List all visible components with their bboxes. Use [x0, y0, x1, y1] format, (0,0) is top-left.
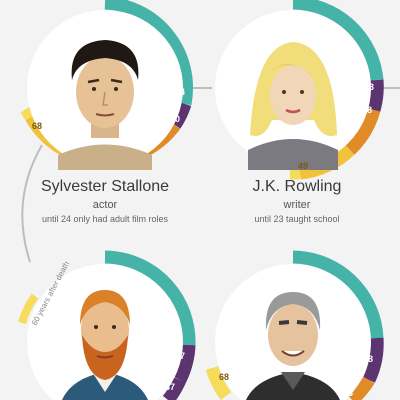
timeline-arc-purple [363, 337, 384, 383]
age-label: 37 [165, 382, 175, 392]
age-label: 68 [219, 372, 229, 382]
person-card-fourth: 28 36 68 [205, 250, 384, 400]
timeline-arc-purple [367, 79, 384, 112]
person-card-rowling: 23 28 49 [215, 0, 384, 180]
person-name: Sylvester Stallone [40, 178, 170, 195]
caption-stallone: Sylvester Stallone actor until 24 only h… [5, 178, 205, 225]
age-label: 68 [32, 121, 42, 131]
caption-rowling: J.K. Rowling writer until 23 taught scho… [197, 178, 397, 225]
person-name: J.K. Rowling [252, 178, 342, 195]
portrait-van-gogh [62, 290, 148, 400]
age-label: 28 [362, 105, 372, 115]
age-label: 49 [298, 161, 308, 171]
age-label: 24 [175, 87, 185, 97]
person-card-stallone: 24 30 68 [20, 0, 194, 170]
person-role: actor [92, 199, 118, 211]
age-label: 23 [364, 82, 374, 92]
person-role: writer [283, 199, 311, 211]
timeline-arc-yellow [18, 293, 39, 325]
age-label: 27 [175, 351, 185, 361]
timeline-arc-orange [345, 108, 381, 155]
age-label: 36 [343, 388, 353, 398]
age-label: 28 [363, 354, 373, 364]
timeline-arc-yellow [205, 366, 232, 400]
timeline-arc-start [20, 105, 37, 121]
portrait-rowling [248, 42, 338, 170]
person-note: until 23 taught school [254, 214, 340, 224]
timeline-arc-teal [292, 250, 384, 339]
age-label: 30 [170, 114, 180, 124]
person-card-van-gogh: 60 years after death 27 37 [18, 250, 196, 400]
portrait-stallone [58, 40, 152, 170]
person-note: until 24 only had adult film roles [41, 214, 169, 224]
timeline-arc-teal [104, 250, 196, 346]
timeline-arc-purple [174, 344, 196, 383]
timeline-arc-purple [169, 101, 192, 129]
portrait-fourth [246, 292, 340, 400]
timeline-arc-teal [104, 0, 194, 106]
connector-line [21, 144, 43, 263]
timeline-arc-teal [292, 0, 384, 81]
